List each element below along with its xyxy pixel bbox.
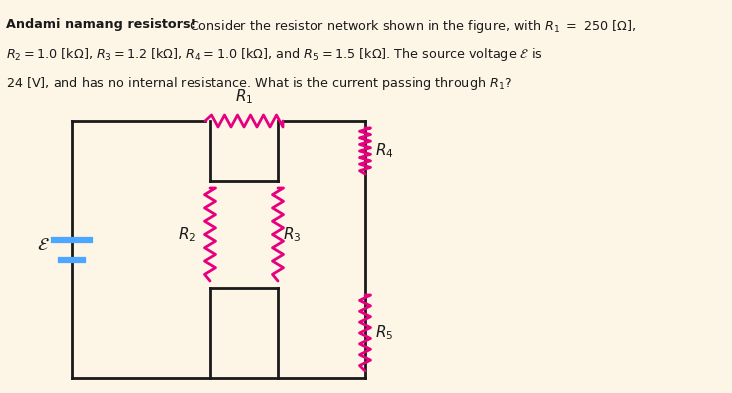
Text: $R_2$: $R_2$ [178, 225, 196, 244]
Text: $R_1$: $R_1$ [235, 87, 253, 106]
Text: Andami namang resistors!: Andami namang resistors! [6, 18, 196, 31]
Text: Consider the resistor network shown in the figure, with $R_1\ =\ 250\ [\Omega]$,: Consider the resistor network shown in t… [185, 18, 636, 35]
Text: $R_4$: $R_4$ [375, 141, 394, 160]
Text: $R_5$: $R_5$ [375, 324, 393, 342]
Text: $R_3$: $R_3$ [283, 225, 302, 244]
Text: $\mathcal{E}$: $\mathcal{E}$ [37, 235, 50, 253]
Text: $R_2 = 1.0\ [\mathrm{k}\Omega]$, $R_3 = 1.2\ [\mathrm{k}\Omega]$, $R_4 = 1.0\ [\: $R_2 = 1.0\ [\mathrm{k}\Omega]$, $R_3 = … [6, 46, 542, 63]
Text: 24 [V], and has no internal resistance. What is the current passing through $R_1: 24 [V], and has no internal resistance. … [6, 75, 512, 92]
